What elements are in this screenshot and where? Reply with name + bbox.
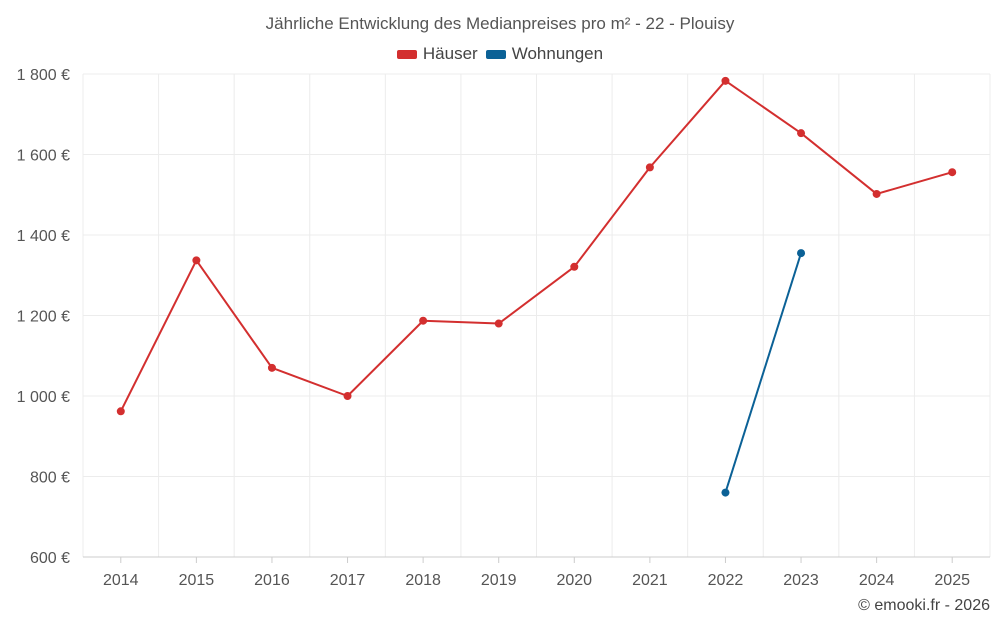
x-tick-label: 2018 — [405, 572, 441, 589]
x-tick-label: 2014 — [103, 572, 139, 589]
x-tick-label: 2017 — [330, 572, 366, 589]
data-point-haeuser — [494, 319, 503, 328]
data-point-wohnungen — [797, 249, 806, 258]
data-point-haeuser — [721, 76, 730, 85]
x-tick-label: 2019 — [481, 572, 517, 589]
data-point-haeuser — [797, 129, 806, 138]
footer-credit: © emooki.fr - 2026 — [858, 597, 990, 614]
data-point-wohnungen — [721, 488, 730, 497]
x-tick-label: 2020 — [556, 572, 592, 589]
data-point-haeuser — [192, 256, 201, 265]
x-tick-label: 2015 — [179, 572, 215, 589]
data-point-haeuser — [267, 363, 276, 372]
legend-item-haeuser[interactable]: Häuser — [396, 44, 478, 64]
y-tick-label: 1 400 € — [17, 228, 70, 245]
data-point-haeuser — [948, 168, 957, 177]
data-point-haeuser — [343, 392, 352, 400]
data-point-haeuser — [419, 316, 428, 325]
y-tick-label: 1 800 € — [17, 67, 70, 84]
x-tick-label: 2024 — [859, 572, 895, 589]
x-tick-label: 2016 — [254, 572, 290, 589]
x-tick-label: 2021 — [632, 572, 668, 589]
series-line-wohnungen — [724, 252, 802, 493]
data-point-haeuser — [116, 407, 125, 416]
series-line-haeuser — [119, 79, 953, 412]
x-tick-label: 2022 — [708, 572, 744, 589]
data-point-haeuser — [872, 189, 881, 198]
data-point-haeuser — [570, 262, 579, 271]
y-tick-label: 1 600 € — [17, 148, 70, 165]
legend-item-wohnungen[interactable]: Wohnungen — [485, 44, 604, 64]
legend-swatch-haeuser — [396, 49, 417, 59]
legend-label-haeuser: Häuser — [422, 44, 478, 63]
y-tick-label: 1 000 € — [17, 389, 70, 406]
y-tick-label: 800 € — [30, 470, 70, 487]
x-tick-label: 2023 — [783, 572, 819, 589]
x-tick-label: 2025 — [934, 572, 970, 589]
data-point-haeuser — [645, 163, 654, 172]
y-tick-label: 600 € — [30, 550, 70, 567]
legend: Häuser Wohnungen — [0, 44, 1000, 64]
chart-title: Jährliche Entwicklung des Medianpreises … — [265, 14, 735, 33]
y-tick-label: 1 200 € — [17, 309, 70, 326]
legend-label-wohnungen: Wohnungen — [511, 44, 604, 63]
legend-swatch-wohnungen — [485, 49, 506, 59]
